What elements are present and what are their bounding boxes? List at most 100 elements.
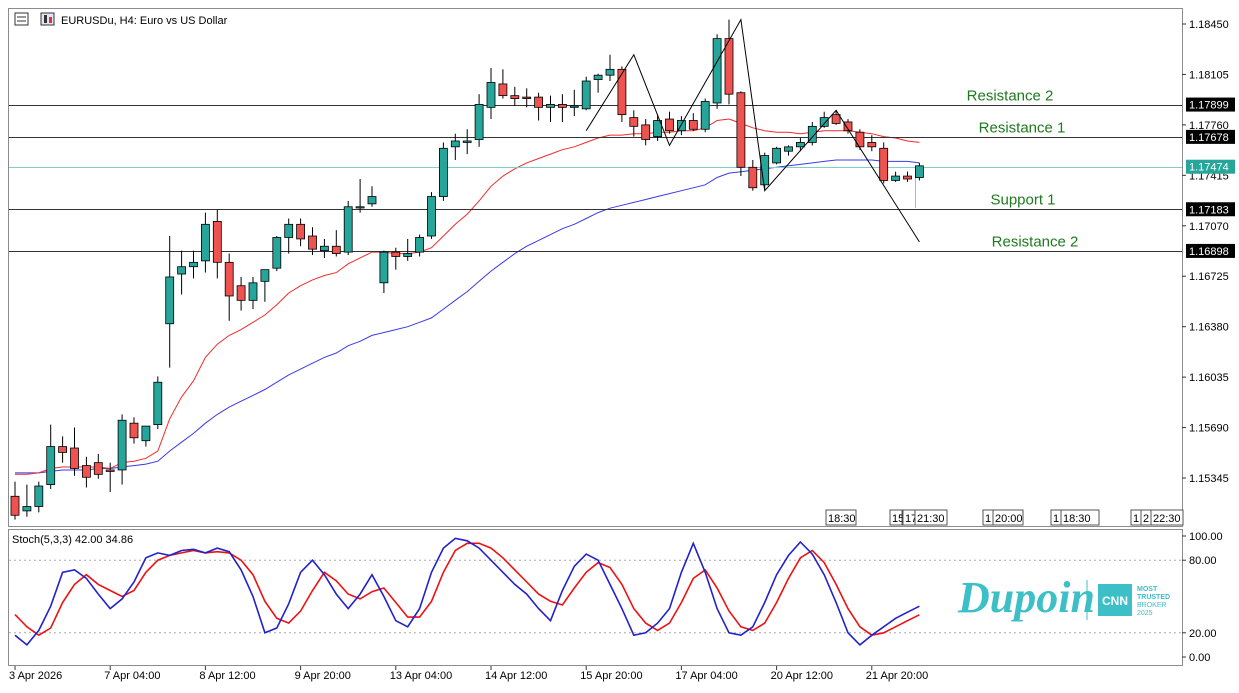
candle[interactable] (665, 111, 674, 134)
menu-icon[interactable] (14, 12, 29, 26)
candle[interactable] (653, 114, 662, 141)
candle[interactable] (641, 119, 651, 146)
candle[interactable] (891, 171, 900, 182)
candle[interactable] (93, 453, 103, 479)
candle-body (617, 68, 627, 116)
candle[interactable] (438, 142, 448, 201)
candle-body (629, 117, 639, 127)
candle[interactable] (236, 276, 246, 311)
candle[interactable] (736, 91, 746, 177)
candle[interactable] (105, 462, 115, 492)
candle[interactable] (58, 436, 67, 463)
candle[interactable] (129, 417, 139, 444)
chart-type-icon[interactable] (40, 12, 55, 26)
candle[interactable] (379, 250, 389, 294)
candle[interactable] (212, 209, 222, 279)
dupoin-brand: Dupoin (957, 573, 1095, 622)
candle[interactable] (569, 89, 579, 117)
candle[interactable] (617, 66, 627, 122)
candle-body (427, 196, 436, 237)
time-marker-text: 18:30 (1063, 513, 1091, 525)
time-marker-text: 1 (985, 513, 991, 525)
candle[interactable] (224, 253, 234, 321)
candle[interactable] (355, 178, 365, 213)
candle-body (58, 446, 67, 453)
candle[interactable] (248, 276, 258, 310)
symbol-label: EURUSDu, H4: Euro vs US Dollar (61, 15, 228, 27)
time-marker: 15 (889, 509, 904, 526)
candle-body (700, 101, 710, 130)
candle[interactable] (343, 200, 353, 256)
candle[interactable] (510, 86, 520, 106)
candle[interactable] (272, 236, 282, 272)
candle[interactable] (843, 119, 853, 134)
candle[interactable] (819, 111, 829, 128)
stoch-y-tick-label: 80.00 (1189, 555, 1217, 567)
candle-body (343, 206, 353, 253)
candle[interactable] (177, 250, 187, 295)
candle[interactable] (796, 138, 805, 152)
candle[interactable] (724, 19, 734, 105)
candle[interactable] (629, 110, 639, 137)
candle[interactable] (677, 116, 686, 136)
candle-body (177, 266, 187, 275)
candle[interactable] (415, 234, 425, 257)
candle[interactable] (807, 121, 817, 146)
candle[interactable] (189, 250, 198, 279)
candle[interactable] (760, 152, 770, 190)
candle[interactable] (855, 129, 865, 150)
candle[interactable] (498, 69, 508, 99)
candle[interactable] (308, 227, 317, 256)
candle[interactable] (153, 376, 163, 430)
candle[interactable] (34, 481, 44, 513)
candle[interactable] (558, 94, 567, 122)
candle[interactable] (748, 159, 758, 191)
candle[interactable] (70, 427, 79, 476)
candle-body (212, 220, 222, 263)
candle[interactable] (903, 171, 912, 182)
time-marker: 17 (902, 509, 917, 526)
candle[interactable] (403, 238, 413, 261)
candle[interactable] (879, 142, 889, 184)
candle[interactable] (367, 186, 377, 207)
candle[interactable] (331, 230, 341, 257)
candle[interactable] (200, 212, 210, 273)
candle[interactable] (605, 54, 615, 82)
candle[interactable] (260, 269, 270, 302)
candle-body (379, 251, 389, 284)
candle[interactable] (534, 92, 543, 121)
candle[interactable] (593, 73, 603, 93)
candle[interactable] (688, 113, 698, 131)
candle[interactable] (319, 238, 329, 258)
candle[interactable] (831, 110, 841, 125)
candle[interactable] (784, 145, 793, 156)
candle[interactable] (772, 146, 781, 165)
candle[interactable] (581, 76, 591, 111)
candle[interactable] (284, 218, 294, 254)
candle[interactable] (82, 456, 91, 488)
candle[interactable] (296, 218, 306, 247)
candle[interactable] (46, 424, 56, 489)
candle[interactable] (141, 425, 151, 447)
candle[interactable] (712, 34, 722, 109)
candle[interactable] (546, 95, 555, 122)
candle[interactable] (450, 133, 460, 160)
candle[interactable] (486, 67, 496, 120)
candle[interactable] (867, 135, 877, 152)
current-price-tag-text: 1.17474 (1189, 162, 1229, 174)
candle[interactable] (10, 481, 20, 520)
candle[interactable] (522, 88, 532, 108)
candle[interactable] (700, 98, 710, 133)
candle[interactable] (474, 94, 484, 147)
level-price-tag-bg (1186, 97, 1235, 112)
candle-body (736, 92, 746, 168)
candle[interactable] (915, 162, 924, 181)
candle[interactable] (427, 192, 436, 239)
stoch-signal-line (14, 542, 920, 637)
candle[interactable] (22, 484, 32, 517)
candle[interactable] (391, 247, 401, 270)
candle[interactable] (165, 236, 175, 368)
candle[interactable] (117, 414, 127, 485)
candle[interactable] (462, 129, 472, 155)
